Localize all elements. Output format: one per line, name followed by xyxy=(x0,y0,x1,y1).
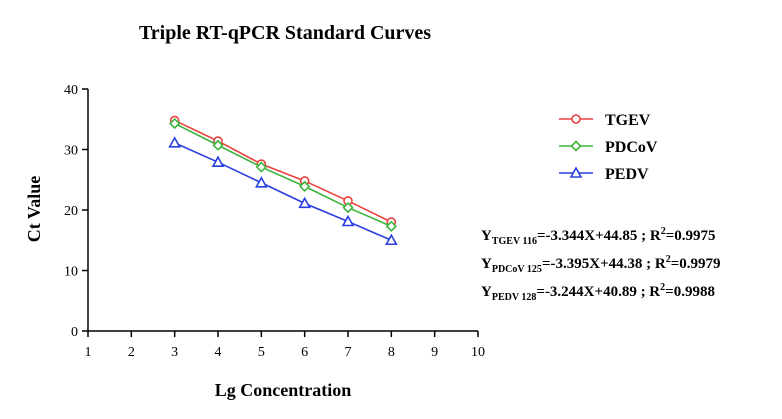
y-tick-label: 30 xyxy=(64,144,78,159)
data-point-pdcov xyxy=(385,220,397,232)
equation-subscript: PEDV 128 xyxy=(491,292,537,303)
y-ticks: 0 10 20 30 40 xyxy=(64,83,88,340)
x-tick-label: 1 xyxy=(85,345,92,360)
data-point-pedv xyxy=(384,233,398,246)
equation-y: Y xyxy=(481,284,492,300)
data-point-pedv xyxy=(254,176,268,188)
y-axis-title: Ct Value xyxy=(24,176,44,243)
equation-r2: =0.9988 xyxy=(665,284,715,300)
legend-label-pedv: PEDV xyxy=(605,166,649,183)
equation-formula: =-3.395X+44.38 ; R xyxy=(541,256,666,272)
data-point-pdcov xyxy=(255,161,267,173)
series-layer xyxy=(168,115,398,246)
chart-title: Triple RT-qPCR Standard Curves xyxy=(139,22,431,44)
data-point-pdcov xyxy=(299,180,311,193)
x-tick-label: 4 xyxy=(215,345,222,360)
legend-marker-pdcov xyxy=(570,140,582,152)
x-tick-label: 3 xyxy=(171,345,178,360)
equation-subscript: PDCoV 125 xyxy=(491,264,542,275)
equation-tgev: YTGEV 116=-3.344X+44.85 ; R2=0.9975 xyxy=(481,226,716,247)
equation-superscript: 2 xyxy=(665,254,671,265)
x-tick-label: 2 xyxy=(128,345,135,360)
series-pedv xyxy=(168,136,398,246)
legend: TGEV PDCoV PEDV xyxy=(559,112,658,183)
legend-marker-tgev xyxy=(571,114,581,124)
x-tick-label: 5 xyxy=(258,345,265,360)
equation-subscript: TGEV 116 xyxy=(491,236,537,247)
data-point-pedv xyxy=(341,214,355,227)
x-axis-title: Lg Concentration xyxy=(215,380,352,400)
legend-label-pdcov: PDCoV xyxy=(605,139,658,156)
equation-superscript: 2 xyxy=(660,282,666,293)
equation-y: Y xyxy=(481,228,492,244)
equation-r2: =0.9979 xyxy=(670,256,721,272)
y-tick-label: 10 xyxy=(64,265,78,280)
x-tick-label: 10 xyxy=(471,345,485,360)
y-tick-label: 0 xyxy=(71,325,78,340)
series-pdcov xyxy=(169,117,397,232)
x-tick-label: 8 xyxy=(388,345,395,360)
equation-pedv: YPEDV 128=-3.244X+40.89 ; R2=0.9988 xyxy=(481,282,715,303)
equation-formula: =-3.344X+44.85 ; R xyxy=(536,228,661,244)
equation-superscript: 2 xyxy=(660,226,666,237)
x-ticks: 1 2 3 4 5 6 7 8 9 10 xyxy=(85,331,485,360)
data-point-pedv xyxy=(211,155,225,168)
x-tick-label: 6 xyxy=(301,345,308,360)
equation-formula: =-3.244X+40.89 ; R xyxy=(536,284,661,300)
series-line-pedv xyxy=(174,142,392,241)
series-tgev xyxy=(169,115,397,227)
legend-marker-pedv xyxy=(569,166,583,178)
series-line-pdcov xyxy=(174,122,392,228)
data-point-pdcov xyxy=(342,201,354,214)
series-line-tgev xyxy=(174,119,392,223)
x-tick-label: 7 xyxy=(345,345,352,360)
data-point-pdcov xyxy=(212,139,224,151)
data-point-pedv xyxy=(168,136,182,148)
legend-label-tgev: TGEV xyxy=(605,112,651,129)
equation-pdcov: YPDCoV 125=-3.395X+44.38 ; R2=0.9979 xyxy=(481,254,721,275)
y-tick-label: 20 xyxy=(64,204,78,219)
x-tick-label: 9 xyxy=(431,345,438,360)
y-tick-label: 40 xyxy=(64,83,78,98)
equation-y: Y xyxy=(481,256,492,272)
data-point-pdcov xyxy=(169,117,181,130)
equation-r2: =0.9975 xyxy=(665,228,716,244)
data-point-pedv xyxy=(298,196,312,209)
